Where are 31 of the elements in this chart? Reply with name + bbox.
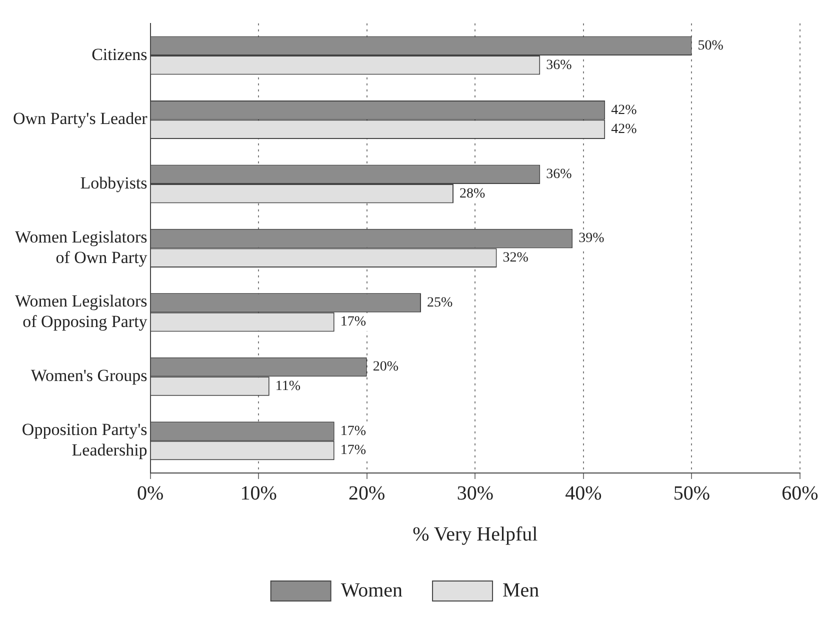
x-tick-label: 50% (673, 482, 710, 504)
data-label: 28% (459, 186, 486, 202)
data-label: 17% (340, 443, 366, 458)
data-label: 42% (611, 122, 638, 138)
x-tick-label: 0% (136, 482, 164, 504)
x-tick-label: 30% (456, 482, 494, 504)
y-tick-label: Lobbyists (80, 173, 148, 192)
y-tick-label: Women Legislators of Own Party (15, 227, 148, 267)
data-label: 11% (275, 378, 301, 394)
x-tick-label: 20% (348, 482, 386, 504)
x-axis-title: % Very Helpful (412, 523, 538, 546)
y-tick-label: Women Legislators of Opposing Party (15, 292, 148, 332)
y-tick-label: Citizens (92, 44, 148, 64)
x-tick-label: 10% (240, 482, 277, 504)
x-tick-label: 40% (565, 482, 602, 504)
data-label: 36% (546, 167, 572, 182)
y-tick-label: Opposition Party's Leadership (22, 420, 148, 460)
data-label: 42% (611, 102, 638, 118)
legend-label: Women (340, 579, 403, 602)
data-label: 17% (340, 314, 366, 330)
data-label: 50% (698, 38, 724, 54)
data-label: 17% (340, 424, 366, 439)
data-label: 32% (502, 250, 529, 266)
data-label: 25% (427, 295, 454, 310)
data-label: 39% (578, 231, 605, 246)
y-tick-label: Own Party's Leader (12, 109, 148, 128)
data-label: 36% (546, 58, 572, 73)
data-label: 20% (372, 360, 399, 375)
legend-label: Men (502, 579, 540, 602)
x-tick-label: 60% (782, 482, 818, 504)
y-tick-label: Women's Groups (30, 366, 148, 386)
